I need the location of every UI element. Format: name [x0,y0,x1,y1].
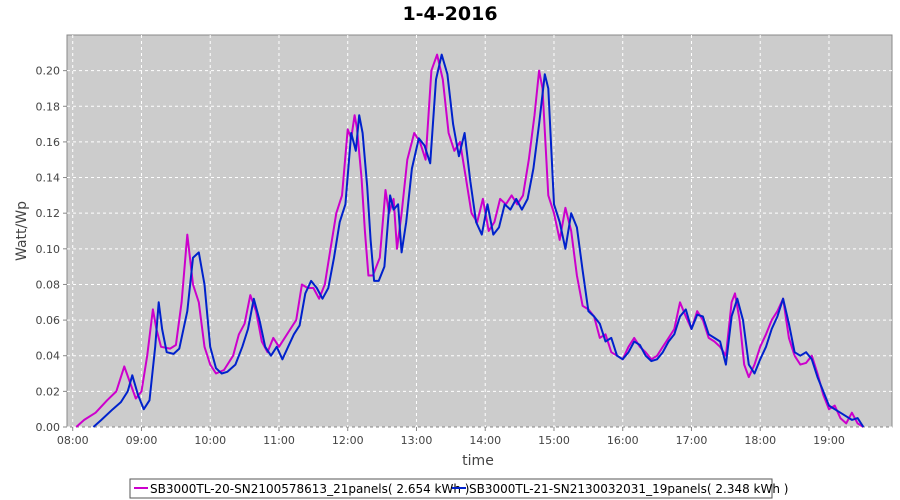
x-tick-label: 17:00 [676,434,708,447]
x-axis: 08:00 09:00 10:00 11:00 12:00 13:00 14:00 15:00… [57,427,845,447]
y-tick-label: 0.04 [36,350,61,363]
x-tick-label: 14:00 [469,434,501,447]
x-tick-label: 10:00 [194,434,226,447]
y-tick-label: 0.10 [36,243,61,256]
x-tick-label: 11:00 [263,434,295,447]
series-line-2 [92,53,865,428]
x-tick-label: 19:00 [813,434,845,447]
x-tick-label: 15:00 [538,434,570,447]
y-tick-label: 0.08 [36,278,61,291]
legend-label-series-1: SB3000TL-20-SN2100578613_21panels( 2.654… [150,482,469,496]
x-axis-label: time [462,453,494,469]
series-lines [75,53,865,428]
x-tick-label: 18:00 [744,434,776,447]
y-tick-label: 0.00 [36,421,61,434]
y-tick-label: 0.14 [36,172,61,185]
x-tick-label: 12:00 [332,434,364,447]
y-axis: 0.00 0.02 0.04 0.06 0.08 0.10 0.12 0.14 0.16 0.18… [36,65,67,434]
legend: SB3000TL-20-SN2100578613_21panels( 2.654… [129,478,788,499]
y-tick-label: 0.06 [36,314,61,327]
y-tick-label: 0.20 [36,65,61,78]
x-tick-label: 13:00 [401,434,433,447]
y-tick-label: 0.12 [36,207,61,220]
x-tick-label: 09:00 [126,434,158,447]
x-tick-label: 08:00 [57,434,89,447]
legend-label-series-2: SB3000TL-21-SN2130032031_19panels( 2.348… [469,482,788,496]
legend-box [129,478,773,499]
y-axis-label: Watt/Wp [14,201,30,261]
chart-title: 1-4-2016 [402,3,497,25]
x-tick-label: 16:00 [607,434,639,447]
y-tick-label: 0.18 [36,100,61,113]
y-tick-label: 0.16 [36,136,61,149]
y-tick-label: 0.02 [36,385,61,398]
series-line-1 [75,53,864,428]
